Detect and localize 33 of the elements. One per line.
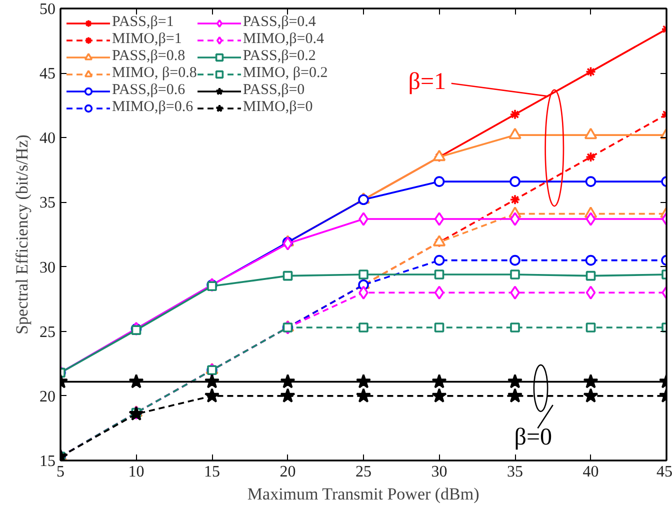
legend-label: PASS,β=0 xyxy=(242,82,305,99)
x-tick-label: 20 xyxy=(280,464,296,480)
legend-label: MIMO,β=0.4 xyxy=(242,31,324,48)
legend-label: PASS,β=0.8 xyxy=(112,48,186,65)
y-tick-label: 40 xyxy=(40,130,56,148)
annotation: β=0 xyxy=(514,424,552,450)
legend-label: MIMO,β=0 xyxy=(242,99,313,116)
y-axis-title: Spectral Efficiency (bit/s/Hz) xyxy=(12,134,32,334)
y-tick-label: 20 xyxy=(40,388,56,406)
x-tick-label: 40 xyxy=(582,464,599,480)
y-tick-label: 30 xyxy=(40,259,56,276)
y-tick-label: 25 xyxy=(40,324,56,341)
legend-label: PASS,β=0.4 xyxy=(242,14,316,31)
annotation: β=1 xyxy=(408,69,446,96)
y-tick-label: 50 xyxy=(40,1,56,18)
x-tick-label: 15 xyxy=(204,464,220,480)
y-tick-label: 15 xyxy=(40,453,56,470)
y-tick-label: 35 xyxy=(40,194,56,212)
legend-label: MIMO,β=1 xyxy=(112,31,182,48)
legend-label: MIMO,β=0.6 xyxy=(112,99,194,116)
x-tick-label: 30 xyxy=(431,464,448,480)
legend-label: PASS,β=0.2 xyxy=(242,48,316,65)
legend-label: PASS,β=0.6 xyxy=(112,82,186,99)
x-axis-title: Maximum Transmit Power (dBm) xyxy=(247,484,480,504)
y-tick-label: 45 xyxy=(40,66,56,83)
x-tick-label: 35 xyxy=(507,464,523,480)
x-tick-label: 5 xyxy=(56,464,64,480)
legend-label: MIMO, β=0.2 xyxy=(242,65,328,82)
x-tick-label: 10 xyxy=(128,464,144,480)
legend-label: MIMO, β=0.8 xyxy=(112,65,197,82)
legend-label: PASS,β=1 xyxy=(112,14,174,31)
x-tick-label: 25 xyxy=(356,464,372,480)
x-tick-label: 45 xyxy=(656,464,672,480)
